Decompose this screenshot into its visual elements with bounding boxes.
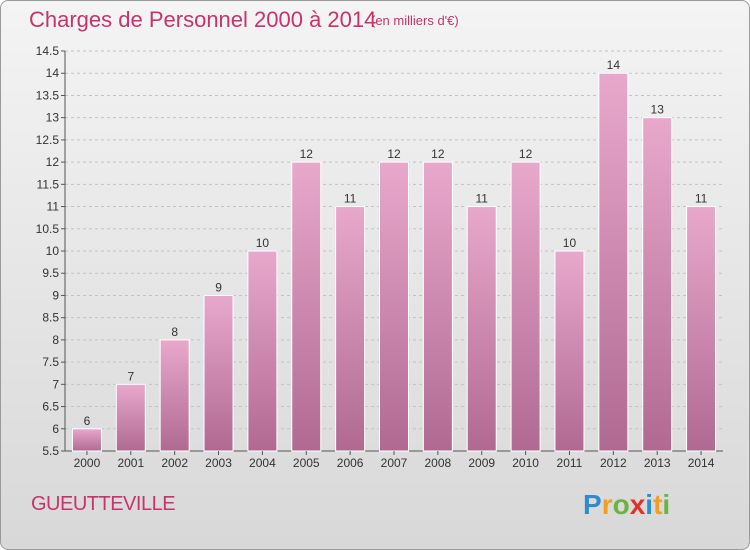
x-tick-label: 2003 xyxy=(205,456,232,470)
commune-name: GUEUTTEVILLE xyxy=(31,493,176,515)
y-tick-label: 8 xyxy=(52,333,59,347)
y-tick-label: 8.5 xyxy=(42,311,59,325)
bars xyxy=(71,72,717,452)
y-tick-label: 6.5 xyxy=(42,400,59,414)
x-tick-label: 2011 xyxy=(557,456,583,470)
data-label: 12 xyxy=(300,147,314,161)
x-tick-label: 2001 xyxy=(117,456,144,470)
logo-letter: P xyxy=(583,489,602,520)
data-label: 9 xyxy=(215,280,222,294)
x-tick-label: 2014 xyxy=(688,456,715,470)
data-label: 10 xyxy=(256,236,270,250)
data-label: 10 xyxy=(563,236,577,250)
bar xyxy=(335,206,366,452)
y-tick-label: 11.5 xyxy=(37,177,60,191)
proxiti-logo: Proxiti xyxy=(583,489,670,521)
y-tick-label: 9.5 xyxy=(42,266,59,280)
y-tick-label: 13 xyxy=(46,111,60,125)
x-tick-label: 2002 xyxy=(161,456,188,470)
y-tick-label: 10.5 xyxy=(36,222,60,236)
y-tick-label: 12.5 xyxy=(36,133,60,147)
x-tick-label: 2006 xyxy=(337,456,364,470)
data-label: 13 xyxy=(651,103,665,117)
bar xyxy=(642,117,673,452)
x-tick-label: 2007 xyxy=(381,456,408,470)
y-tick-label: 9 xyxy=(52,288,59,302)
data-label: 12 xyxy=(519,147,533,161)
data-label: 11 xyxy=(475,192,488,206)
bar xyxy=(71,428,102,452)
x-tick-label: 2004 xyxy=(249,456,276,470)
x-tick-label: 2008 xyxy=(425,456,452,470)
data-label: 8 xyxy=(171,325,178,339)
bar xyxy=(379,161,409,452)
data-label: 11 xyxy=(344,192,357,206)
bar xyxy=(598,72,629,452)
bar xyxy=(291,161,322,452)
y-tick-label: 12 xyxy=(46,155,60,169)
y-tick-label: 5.5 xyxy=(42,444,59,458)
x-tick-label: 2012 xyxy=(600,456,627,470)
bar xyxy=(159,339,190,452)
logo-letter: i xyxy=(662,489,671,520)
data-label: 14 xyxy=(607,58,621,72)
chart-title: Charges de Personnel 2000 à 2014 xyxy=(29,7,377,32)
data-label: 11 xyxy=(695,192,708,206)
bar xyxy=(686,206,717,452)
chart-unit: (en milliers d'€) xyxy=(371,13,459,28)
x-tick-label: 2005 xyxy=(293,456,320,470)
data-label: 12 xyxy=(387,147,401,161)
bar xyxy=(554,250,585,452)
y-tick-label: 7.5 xyxy=(42,355,59,369)
y-tick-label: 13.5 xyxy=(36,88,60,102)
x-tick-label: 2013 xyxy=(644,456,671,470)
y-axis: 5.5 6 6.5 7 7.5 8 8.5 9 9.5 10 10.5 11 11.5 12 12.5 13 1… xyxy=(36,44,723,458)
bar xyxy=(247,250,278,452)
y-tick-label: 11 xyxy=(47,200,60,214)
x-tick-label: 2000 xyxy=(74,456,101,470)
data-label: 12 xyxy=(431,147,445,161)
logo-letter: x xyxy=(629,489,646,520)
y-tick-label: 7 xyxy=(52,377,59,391)
y-tick-label: 14 xyxy=(46,66,60,80)
bar xyxy=(422,161,453,452)
data-label: 6 xyxy=(84,414,91,428)
bar xyxy=(510,161,541,452)
bar xyxy=(466,206,497,452)
x-axis: 2000 2001 2002 2003 2004 2005 2006 2007 2008 2009… xyxy=(74,451,715,470)
bar xyxy=(115,383,146,452)
logo-letter: t xyxy=(653,489,663,520)
bar xyxy=(203,294,234,452)
logo-letter: i xyxy=(645,489,654,520)
y-tick-label: 6 xyxy=(52,422,59,436)
data-label: 7 xyxy=(127,369,134,383)
data-labels: 6 7 8 9 10 12 11 12 12 11 12 10 14 13 11 xyxy=(84,58,708,428)
logo-letter: r xyxy=(601,489,613,520)
x-tick-label: 2009 xyxy=(468,456,495,470)
y-tick-label: 10 xyxy=(46,244,60,258)
y-tick-label: 14.5 xyxy=(36,44,60,58)
logo-letter: o xyxy=(612,489,630,520)
x-tick-label: 2010 xyxy=(512,456,539,470)
